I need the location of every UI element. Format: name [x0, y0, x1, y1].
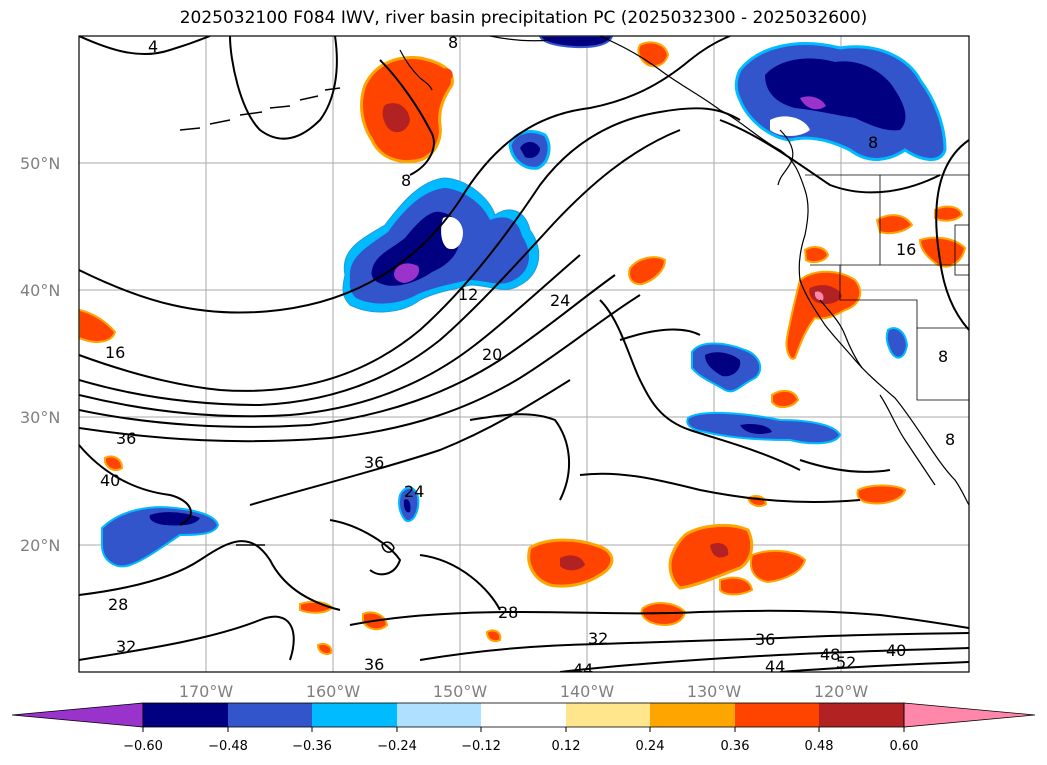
figure-title: 2025032100 F084 IWV, river basin precipi…	[179, 8, 868, 28]
lat-label-50n: 50°N	[20, 154, 60, 173]
hawaii-islands	[236, 541, 395, 553]
colorbar-tick-label: −0.24	[377, 739, 417, 754]
iwv-contours	[79, 36, 969, 672]
colorbar-swatch	[735, 703, 819, 727]
lon-label-140w: 140°W	[560, 682, 615, 701]
contour-label: 16	[896, 240, 916, 259]
contour-label: 8	[448, 33, 458, 52]
colorbar-swatch	[397, 703, 481, 727]
contour-label: 12	[458, 285, 478, 304]
colorbar-tick-label: −0.36	[292, 739, 332, 754]
contour-label: 40	[886, 641, 906, 660]
colorbar: −0.60 −0.48 −0.36 −0.24 −0.12 0.12 0.24 …	[11, 702, 1036, 754]
contour-label: 8	[945, 430, 955, 449]
contour-label: 8	[868, 133, 878, 152]
colorbar-swatch	[228, 703, 312, 727]
colorbar-swatch	[481, 703, 566, 727]
contour-label: 32	[588, 629, 608, 648]
contour-label: 48	[820, 645, 840, 664]
contour-label: 36	[364, 453, 384, 472]
contour-label: 28	[108, 595, 128, 614]
contour-label: 40	[100, 471, 120, 490]
map-frame	[78, 35, 970, 673]
colorbar-tick-label: 0.36	[721, 739, 750, 754]
lon-label-160w: 160°W	[306, 682, 361, 701]
colorbar-swatch	[903, 702, 1036, 728]
colorbar-frame	[142, 702, 905, 728]
colorbar-tick-label: −0.12	[461, 739, 501, 754]
colorbar-swatch	[143, 703, 228, 727]
contour-label: 20	[482, 345, 502, 364]
lat-label-40n: 40°N	[20, 281, 60, 300]
contour-label: 44	[573, 660, 593, 679]
contour-label: 32	[116, 637, 136, 656]
lon-label-150w: 150°W	[433, 682, 488, 701]
contour-label: 36	[755, 630, 775, 649]
colorbar-swatch	[11, 702, 144, 728]
colorbar-tick-label: 0.12	[552, 739, 581, 754]
contour-label: 16	[105, 343, 125, 362]
colorbar-tick-label: 0.24	[636, 739, 665, 754]
contour-label: 24	[550, 291, 570, 310]
state-boundaries	[805, 174, 969, 401]
colorbar-swatch	[650, 703, 735, 727]
colorbar-tick-label: 0.48	[805, 739, 834, 754]
contour-label: 28	[498, 603, 518, 622]
contour-label: 36	[364, 655, 384, 674]
contour-label: 8	[938, 347, 948, 366]
latitude-labels: 50°N 40°N 30°N 20°N	[20, 154, 60, 555]
colorbar-swatch	[312, 703, 397, 727]
longitude-labels: 170°W 160°W 150°W 140°W 130°W 120°W	[179, 682, 869, 701]
contour-label: 4	[148, 37, 158, 56]
lat-label-20n: 20°N	[20, 536, 60, 555]
colorbar-swatch	[566, 703, 650, 727]
lat-label-30n: 30°N	[20, 408, 60, 427]
colorbar-tick-label: −0.48	[208, 739, 248, 754]
colorbar-tick-label: −0.60	[123, 739, 163, 754]
aleutian-islands	[179, 87, 341, 131]
colorbar-tick-label: 0.60	[890, 739, 919, 754]
lon-label-130w: 130°W	[687, 682, 742, 701]
contour-label: 8	[401, 171, 411, 190]
contour-label: 24	[404, 482, 424, 501]
colorbar-swatch	[819, 703, 904, 727]
contour-labels: 4 8 8 8 8 8 12 16 16 20 24 24 28 28 32 3…	[100, 33, 955, 679]
contour-label: 36	[116, 429, 136, 448]
lon-label-120w: 120°W	[814, 682, 869, 701]
map-plot-area: 4 8 8 8 8 8 12 16 16 20 24 24 28 28 32 3…	[79, 33, 969, 679]
lon-label-170w: 170°W	[179, 682, 234, 701]
coastline	[399, 36, 969, 506]
contour-label: 44	[765, 657, 785, 676]
contour-label: 52	[836, 653, 856, 672]
negative-pc-regions	[101, 36, 947, 568]
